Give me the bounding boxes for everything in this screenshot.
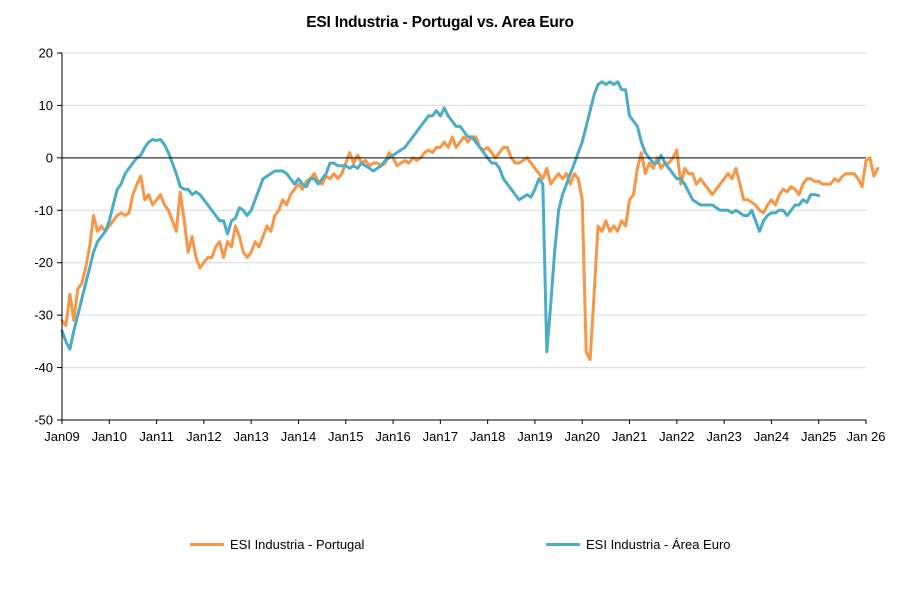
x-tick-label: Jan10 xyxy=(92,429,127,444)
x-tick-label: Jan11 xyxy=(139,429,173,444)
y-tick-label: -20 xyxy=(34,255,53,270)
grid-lines xyxy=(62,52,866,369)
chart-title: ESI Industria - Portugal vs. Area Euro xyxy=(306,14,574,31)
x-tick-label: Jan 26 xyxy=(846,429,885,444)
y-tick-label: 10 xyxy=(39,98,53,113)
legend-item-euro-area: ESI Industria - Área Euro xyxy=(546,537,731,552)
legend-label-portugal: ESI Industria - Portugal xyxy=(230,537,365,552)
y-tick-label: -30 xyxy=(34,308,53,323)
x-tick-label: Jan18 xyxy=(470,429,505,444)
axes xyxy=(57,52,867,424)
x-tick-label: Jan25 xyxy=(801,429,836,444)
x-tick-label: Jan23 xyxy=(706,429,741,444)
y-tick-label: -10 xyxy=(34,203,53,218)
x-tick-label: Jan09 xyxy=(44,429,79,444)
x-tick-label: Jan17 xyxy=(423,429,458,444)
series-lines xyxy=(60,80,880,362)
x-tick-label: Jan24 xyxy=(754,429,789,444)
x-tick-label: Jan21 xyxy=(612,429,647,444)
x-tick-label: Jan12 xyxy=(186,429,221,444)
legend-item-portugal: ESI Industria - Portugal xyxy=(190,537,364,552)
y-tick-label: -50 xyxy=(34,413,53,428)
x-tick-label: Jan15 xyxy=(328,429,363,444)
x-tick-label: Jan20 xyxy=(565,429,600,444)
series-line-portugal xyxy=(60,135,880,362)
x-tick-label: Jan14 xyxy=(281,429,316,444)
y-tick-label: 0 xyxy=(46,150,53,165)
legend-label-euro-area: ESI Industria - Área Euro xyxy=(586,537,731,552)
legend-swatch-euro-area xyxy=(546,543,580,546)
x-tick-label: Jan13 xyxy=(233,429,268,444)
x-tick-label: Jan22 xyxy=(659,429,694,444)
y-tick-label: -40 xyxy=(34,360,53,375)
legend-swatch-portugal xyxy=(190,543,224,546)
x-tick-label: Jan16 xyxy=(375,429,410,444)
series-line-euro-area xyxy=(60,80,821,354)
x-tick-label: Jan19 xyxy=(517,429,552,444)
y-tick-label: 20 xyxy=(39,46,53,61)
